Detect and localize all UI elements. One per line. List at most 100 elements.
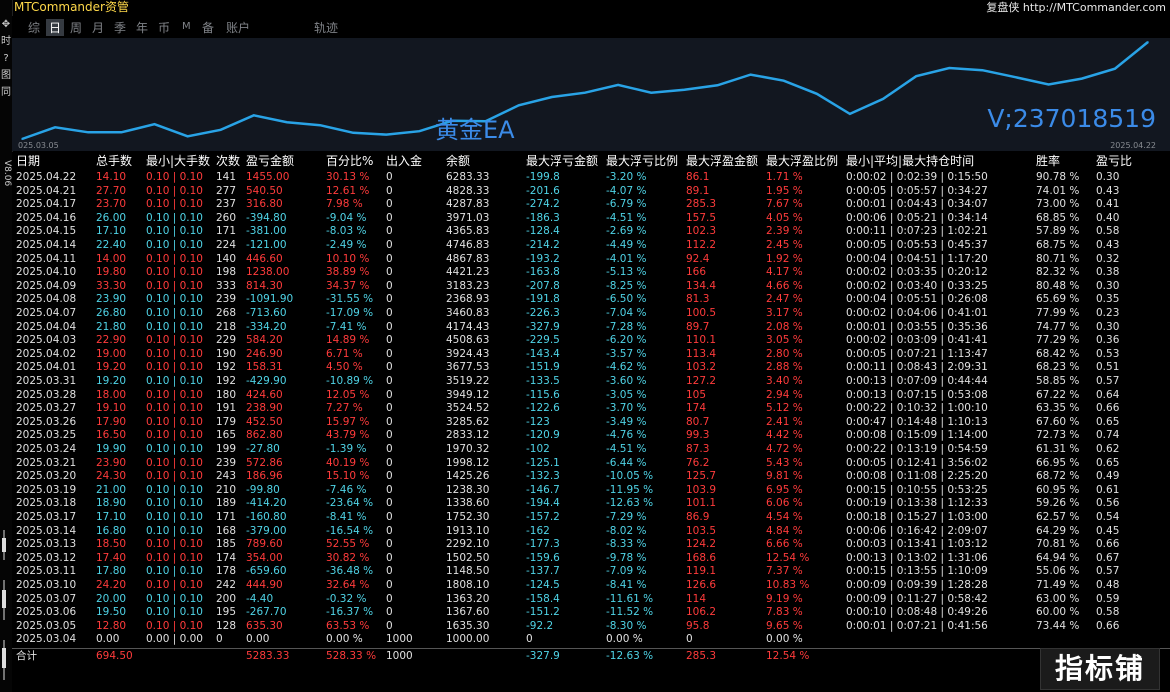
cell-percent: -2.49 % (326, 239, 367, 251)
cell-hold-time: 0:00:04 | 0:05:51 | 0:26:08 (846, 293, 988, 306)
cell-total-lots: 19.00 (96, 347, 127, 360)
tab-overview[interactable]: 综 (28, 21, 41, 35)
cell-pnl-ratio: 0.57 (1096, 565, 1120, 578)
table-row[interactable]: 2025.03.14 16.80 0.10 | 0.10 168 -379.00 -16.… (12, 524, 1170, 538)
cell-count: 141 (216, 171, 237, 183)
cell-date: 2025.03.06 (16, 606, 77, 619)
cell-hold-time: 0:00:22 | 0:13:19 | 0:54:59 (846, 443, 988, 455)
tab-currency[interactable]: 币 (158, 21, 171, 35)
table-row[interactable]: 2025.03.28 18.00 0.10 | 0.10 180 424.60 12.05… (12, 388, 1170, 402)
cell-balance: 1425.26 (446, 470, 490, 483)
cell-max-float-profit-pct: 9.81 % (766, 470, 803, 483)
table-row[interactable]: 2025.04.15 17.10 0.10 | 0.10 171 -381.00 -8.0… (12, 224, 1170, 238)
move-icon[interactable]: ✥ (1, 19, 11, 30)
cell-balance: 1998.12 (446, 456, 490, 469)
table-row[interactable]: 2025.04.16 26.00 0.10 | 0.10 260 -394.80 -9.0… (12, 211, 1170, 225)
cell-max-float-profit-pct: 1.95 % (766, 184, 803, 197)
cell-count: 218 (216, 320, 237, 333)
table-row[interactable]: 2025.04.02 19.00 0.10 | 0.10 190 246.90 6.71 … (12, 347, 1170, 361)
table-row[interactable]: 2025.03.11 17.80 0.10 | 0.10 178 -659.60 -36.… (12, 564, 1170, 578)
table-row[interactable]: 2025.03.27 19.10 0.10 | 0.10 191 238.90 7.27 … (12, 401, 1170, 415)
table-row[interactable]: 2025.03.21 23.90 0.10 | 0.10 239 572.86 40.19… (12, 456, 1170, 470)
cell-date: 2025.03.28 (16, 388, 77, 401)
cell-max-float-profit-pct: 2.45 % (766, 239, 803, 251)
table-row[interactable]: 2025.04.17 23.70 0.10 | 0.10 237 316.80 7.98 … (12, 197, 1170, 211)
cell-max-float-loss-pct: -10.05 % (606, 470, 654, 483)
table-row[interactable]: 2025.03.26 17.90 0.10 | 0.10 179 452.50 15.97… (12, 415, 1170, 429)
table-row[interactable]: 2025.04.11 14.00 0.10 | 0.10 140 446.60 10.10… (12, 252, 1170, 266)
table-row[interactable]: 2025.03.19 21.00 0.10 | 0.10 210 -99.80 -7.46… (12, 483, 1170, 497)
cell-deposit: 0 (386, 375, 393, 387)
cell-max-float-loss-pct: -3.70 % (606, 402, 647, 415)
cell-max-float-loss-pct: -4.76 % (606, 429, 647, 442)
cell-hold-time: 0:00:19 | 0:13:38 | 1:12:33 (846, 497, 988, 510)
cell-max-float-loss: -151.2 (526, 606, 560, 619)
table-row[interactable]: 2025.03.10 24.20 0.10 | 0.10 242 444.90 32.64… (12, 578, 1170, 592)
tab-quarter[interactable]: 季 (114, 21, 127, 35)
brand-link[interactable]: 复盘侠 http://MTCommander.com (986, 1, 1166, 14)
table-row[interactable]: 2025.04.14 22.40 0.10 | 0.10 224 -121.00 -2.4… (12, 238, 1170, 252)
daily-report-table: 日期 总手数 最小|大手数 次数 盈亏金额 百分比% 出入金 余额 最大浮亏金额 最大浮亏比例 最大… (12, 152, 1170, 692)
cell-count: 237 (216, 198, 237, 211)
cell-max-float-loss-pct: -11.61 % (606, 592, 654, 605)
table-row[interactable]: 2025.04.04 21.80 0.10 | 0.10 218 -334.20 -7.4… (12, 320, 1170, 334)
cell-max-float-profit: 103.9 (686, 483, 717, 496)
chart-tool-icon[interactable]: 图 (1, 70, 11, 81)
help-icon[interactable]: ? (3, 53, 9, 64)
cell-win-rate: 71.49 % (1036, 579, 1080, 591)
sync-tool-icon[interactable]: 同 (1, 87, 11, 98)
table-row[interactable]: 2025.03.31 19.20 0.10 | 0.10 192 -429.90 -10.… (12, 374, 1170, 388)
cell-max-float-profit-pct: 5.43 % (766, 456, 803, 469)
cell-count: 198 (216, 266, 237, 279)
cell-balance: 1752.30 (446, 511, 490, 523)
cell-min-max-lots: 0.10 | 0.10 (146, 334, 203, 347)
table-row[interactable]: 2025.04.22 14.10 0.10 | 0.10 141 1455.00 30.1… (12, 170, 1170, 184)
cell-pnl: 316.80 (246, 198, 283, 211)
table-row[interactable]: 2025.03.04 0.00 0.00 | 0.00 0 0.00 0.00 % 1000… (12, 632, 1170, 646)
table-row[interactable]: 2025.03.18 18.90 0.10 | 0.10 189 -414.20 -23.… (12, 496, 1170, 510)
tab-year[interactable]: 年 (136, 21, 149, 35)
cell-min-max-lots: 0.10 | 0.10 (146, 619, 203, 632)
table-row[interactable]: 2025.04.10 19.80 0.10 | 0.10 198 1238.00 38.8… (12, 265, 1170, 279)
table-row[interactable]: 2025.04.07 26.80 0.10 | 0.10 268 -713.60 -17.… (12, 306, 1170, 320)
table-row[interactable]: 2025.03.13 18.50 0.10 | 0.10 185 789.60 52.55… (12, 537, 1170, 551)
table-row[interactable]: 2025.03.05 12.80 0.10 | 0.10 128 635.30 63.53… (12, 619, 1170, 633)
cell-total-lots: 24.20 (96, 579, 127, 591)
cell-max-float-profit-pct: 2.41 % (766, 415, 803, 428)
cell-count: 140 (216, 252, 237, 265)
table-row[interactable]: 2025.04.01 19.20 0.10 | 0.10 192 158.31 4.50 … (12, 360, 1170, 374)
cell-date: 2025.03.17 (16, 511, 77, 523)
table-row[interactable]: 2025.03.25 16.50 0.10 | 0.10 165 862.80 43.79… (12, 428, 1170, 442)
cell-date: 2025.04.09 (16, 279, 77, 292)
cell-balance: 1338.60 (446, 497, 490, 510)
table-row[interactable]: 2025.03.17 17.10 0.10 | 0.10 171 -160.80 -8.4… (12, 510, 1170, 524)
table-row[interactable]: 2025.03.06 19.50 0.10 | 0.10 195 -267.70 -16.… (12, 605, 1170, 619)
tab-trajectory[interactable]: 轨迹 (314, 21, 339, 35)
period-tabs: 综 日 周 月 季 年 币 M 备 账户 轨迹 (12, 16, 1170, 38)
table-row[interactable]: 2025.04.09 33.30 0.10 | 0.10 333 814.30 34.37… (12, 279, 1170, 293)
cell-max-float-loss: -177.3 (526, 538, 560, 551)
tab-month[interactable]: 月 (92, 21, 105, 35)
cell-pnl-ratio: 0.43 (1096, 239, 1120, 251)
cell-hold-time: 0:00:05 | 0:05:57 | 0:34:27 (846, 184, 988, 197)
table-row[interactable]: 2025.03.07 20.00 0.10 | 0.10 200 -4.40 -0.32 … (12, 592, 1170, 606)
cell-max-float-loss-pct: -6.79 % (606, 198, 647, 211)
cell-min-max-lots: 0.10 | 0.10 (146, 524, 203, 537)
table-row[interactable]: 2025.03.12 17.40 0.10 | 0.10 174 354.00 30.82… (12, 551, 1170, 565)
tab-notes[interactable]: 备 (202, 21, 215, 35)
header-min-max-lots: 最小|大手数 (146, 154, 211, 168)
tab-account[interactable]: 账户 (226, 21, 251, 35)
time-tool-icon[interactable]: 时 (1, 36, 11, 47)
cell-max-float-loss-pct: -4.62 % (606, 361, 647, 374)
table-row[interactable]: 2025.04.21 27.70 0.10 | 0.10 277 540.50 12.61… (12, 184, 1170, 198)
chart-start-date: 025.03.05 (18, 141, 59, 150)
table-row[interactable]: 2025.04.08 23.90 0.10 | 0.10 239 -1091.90 -31… (12, 292, 1170, 306)
tab-m[interactable]: M (182, 21, 191, 32)
tab-day[interactable]: 日 (46, 19, 65, 36)
cell-hold-time: 0:00:01 | 0:04:43 | 0:34:07 (846, 198, 988, 211)
tab-week[interactable]: 周 (70, 21, 83, 35)
header-date: 日期 (16, 154, 41, 168)
table-row[interactable]: 2025.04.03 22.90 0.10 | 0.10 229 584.20 14.89… (12, 333, 1170, 347)
table-row[interactable]: 2025.03.20 24.30 0.10 | 0.10 243 186.96 15.10… (12, 469, 1170, 483)
table-row[interactable]: 2025.03.24 19.90 0.10 | 0.10 199 -27.80 -1.39… (12, 442, 1170, 456)
